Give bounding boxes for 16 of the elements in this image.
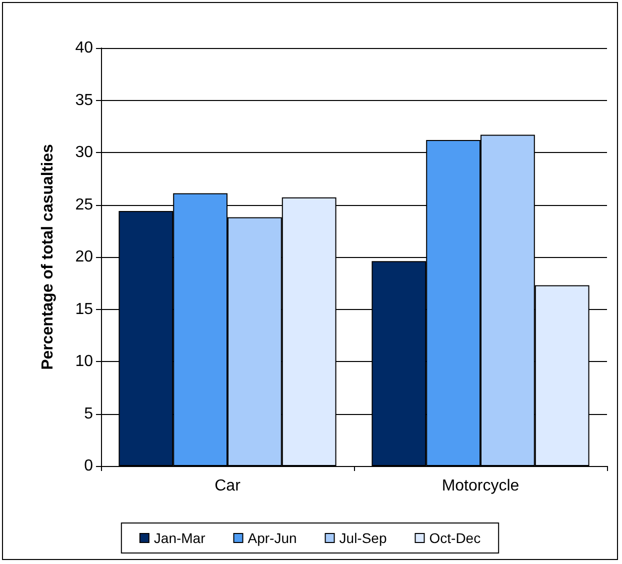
y-tick-label: 10 [75,353,94,370]
y-tick-label: 40 [75,40,94,56]
y-tick-label: 0 [84,458,94,474]
y-tick-label: 5 [84,405,94,422]
legend-label: Jan-Mar [154,530,206,546]
y-axis-title: Percentage of total casualties [40,144,56,370]
y-tick-label: 15 [75,300,94,318]
x-tick-label: Car [214,478,242,494]
y-tick-label: 25 [75,196,94,214]
legend-label: Jul-Sep [339,530,387,546]
x-tick-label: Motorcycle [442,478,520,494]
y-tick-label: 35 [75,92,94,109]
y-tick-label: 20 [75,248,94,266]
y-tick-label: 30 [75,144,94,161]
legend-label: Oct-Dec [429,530,481,546]
legend-label: Apr-Jun [248,530,297,546]
